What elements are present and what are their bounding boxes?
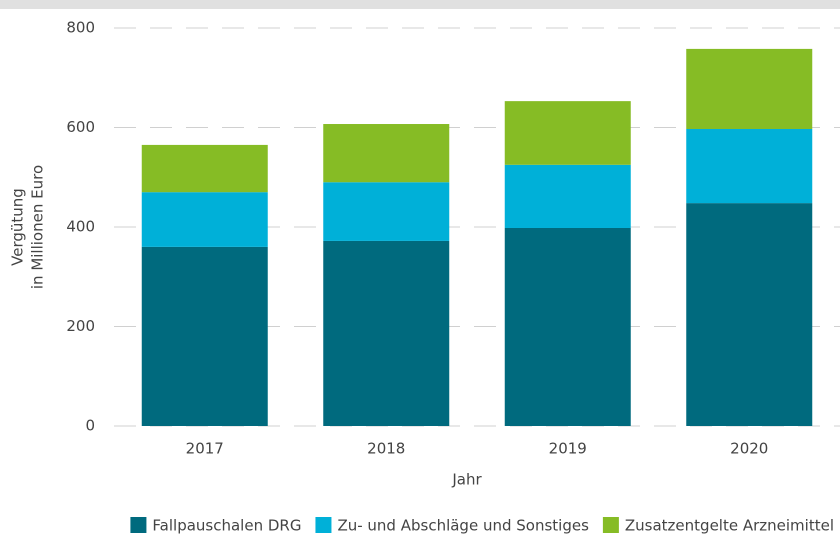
legend-label: Zusatzentgelte Arzneimittel [625, 517, 834, 535]
legend-label: Fallpauschalen DRG [152, 517, 301, 535]
x-axis-title: Jahr [451, 471, 482, 489]
x-tick-label: 2019 [549, 440, 587, 458]
bar-segment [323, 182, 450, 241]
bar-segment [504, 227, 631, 426]
bar-segment [141, 192, 268, 247]
bar-segment [504, 164, 631, 228]
top-bar [0, 0, 840, 9]
y-tick-label: 600 [66, 118, 95, 136]
bar-segment [686, 48, 813, 129]
legend-label: Zu- und Abschläge und Sonstiges [337, 517, 589, 535]
bar-segment [686, 203, 813, 426]
y-tick-label: 800 [66, 19, 95, 37]
x-tick-label: 2018 [367, 440, 405, 458]
bar-segment [141, 246, 268, 426]
y-tick-label: 400 [66, 218, 95, 236]
bar-segment [141, 144, 268, 193]
bar-segment [504, 101, 631, 165]
legend-swatch [130, 517, 147, 533]
legend-swatch [602, 517, 619, 533]
y-tick-label: 200 [66, 317, 95, 335]
x-tick-label: 2017 [186, 440, 224, 458]
y-axis-title: Vergütung [9, 188, 27, 266]
bar-segment [323, 124, 450, 183]
x-tick-label: 2020 [730, 440, 768, 458]
legend-swatch [315, 517, 332, 533]
y-axis-title: in Millionen Euro [29, 165, 47, 289]
bar-segment [686, 128, 813, 204]
y-tick-label: 0 [85, 417, 95, 435]
bar-segment [323, 240, 450, 426]
